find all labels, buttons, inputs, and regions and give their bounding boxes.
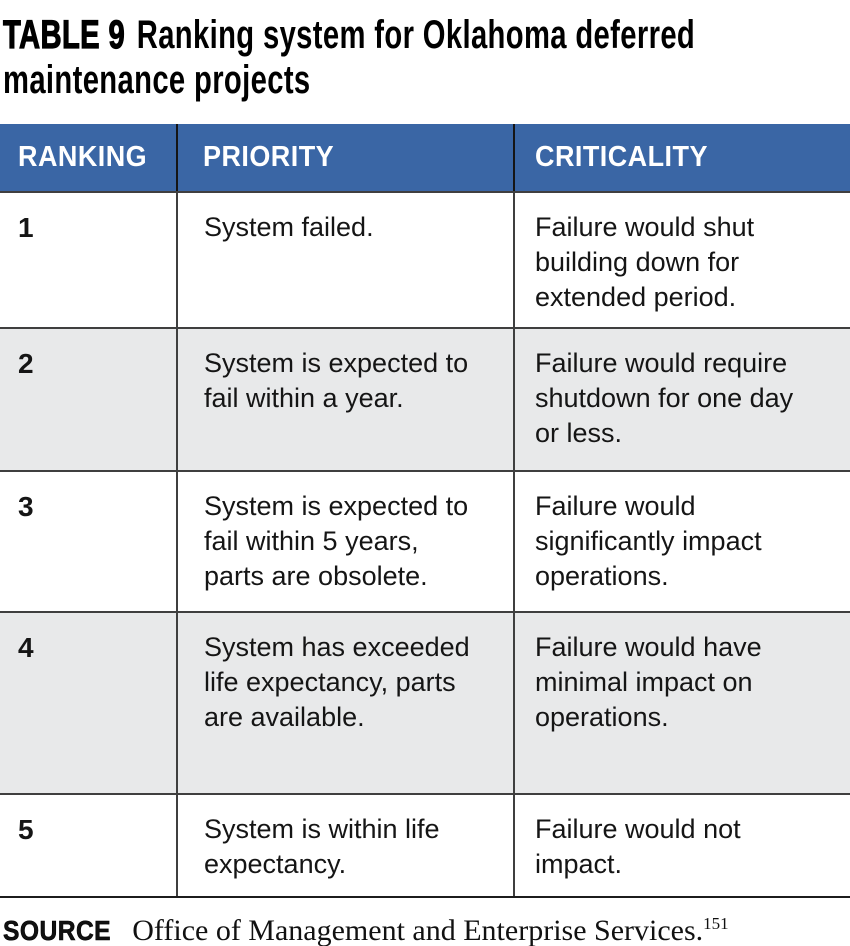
- ranking-table: RANKING PRIORITY CRITICALITY 1 System fa…: [0, 124, 850, 898]
- cell-criticality: Failure would not impact.: [513, 795, 850, 896]
- cell-priority: System is expected to fail within 5 year…: [176, 472, 513, 611]
- table-row: 1 System failed. Failure would shut buil…: [0, 191, 850, 327]
- cell-ranking: 2: [18, 348, 34, 379]
- table-row: 2 System is expected to fail within a ye…: [0, 327, 850, 470]
- table-number-label: TABLE 9: [3, 12, 126, 57]
- table-title: TABLE 9 Ranking system for Oklahoma defer…: [3, 12, 850, 103]
- cell-criticality: Failure would significantly impact opera…: [513, 472, 850, 611]
- column-header-priority: PRIORITY: [176, 124, 513, 191]
- column-header-priority-label: PRIORITY: [203, 141, 335, 173]
- column-header-ranking: RANKING: [0, 124, 176, 191]
- cell-priority: System is within life expectancy.: [176, 795, 513, 896]
- cell-criticality: Failure would require shutdown for one d…: [513, 329, 850, 470]
- cell-ranking: 1: [18, 212, 34, 243]
- cell-priority: System failed.: [176, 193, 513, 327]
- table-header-row: RANKING PRIORITY CRITICALITY: [0, 124, 850, 191]
- cell-ranking: 3: [18, 491, 34, 522]
- column-header-criticality: CRITICALITY: [513, 124, 850, 191]
- cell-ranking: 5: [18, 814, 34, 845]
- cell-priority: System is expected to fail within a year…: [176, 329, 513, 470]
- column-header-ranking-label: RANKING: [18, 141, 148, 173]
- column-header-criticality-label: CRITICALITY: [535, 141, 708, 173]
- table-row: 4 System has exceeded life expectancy, p…: [0, 611, 850, 793]
- source-text-body: Office of Management and Enterprise Serv…: [132, 914, 704, 946]
- source-text: Office of Management and Enterprise Serv…: [132, 914, 728, 946]
- source-label: SOURCE: [3, 915, 112, 946]
- footnote-reference: 151: [703, 914, 729, 933]
- table-row: 3 System is expected to fail within 5 ye…: [0, 470, 850, 611]
- source-line: SOURCE Office of Management and Enterpri…: [3, 914, 729, 946]
- cell-criticality: Failure would have minimal impact on ope…: [513, 613, 850, 793]
- table-row: 5 System is within life expectancy. Fail…: [0, 793, 850, 896]
- table-title-text: Ranking system for Oklahoma deferred mai…: [3, 13, 696, 102]
- cell-criticality: Failure would shut building down for ext…: [513, 193, 850, 327]
- cell-ranking: 4: [18, 632, 34, 663]
- page: TABLE 9 Ranking system for Oklahoma defer…: [0, 12, 850, 946]
- cell-priority: System has exceeded life expectancy, par…: [176, 613, 513, 793]
